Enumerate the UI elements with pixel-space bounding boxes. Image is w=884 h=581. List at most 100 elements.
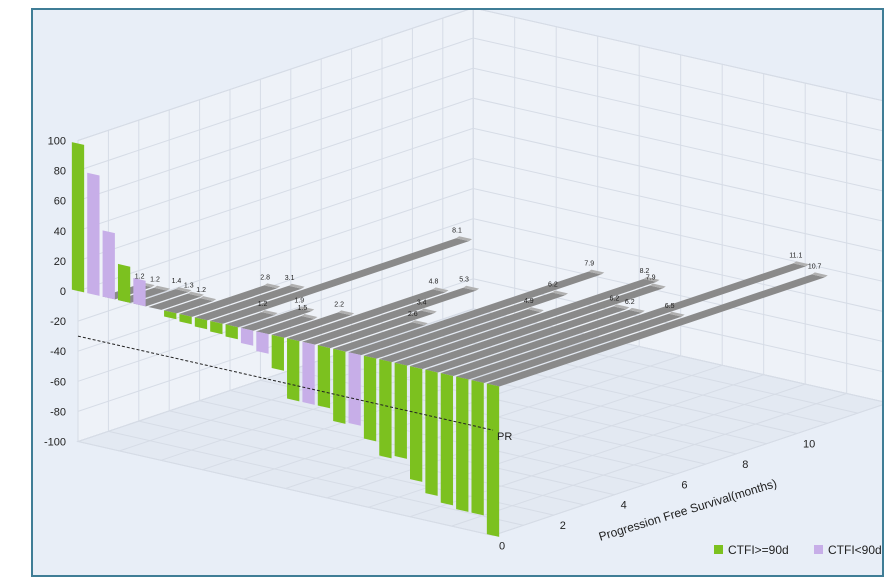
- response-bar: [287, 338, 300, 402]
- response-bar: [471, 380, 484, 516]
- pfs-bar-cap: [175, 287, 192, 293]
- pfs-bar: [271, 312, 352, 338]
- pfs-bar-cap: [298, 306, 315, 312]
- pfs-bar: [394, 279, 657, 366]
- grid-line: [409, 83, 806, 518]
- response-bar: [256, 331, 269, 354]
- pfs-bar: [225, 312, 275, 328]
- pfs-tick-label: 10: [803, 439, 815, 451]
- pfs-bar-cap: [187, 291, 204, 297]
- pfs-tick-label: 2: [560, 520, 566, 532]
- z-tick-label: 80: [54, 166, 66, 178]
- grid-line: [368, 73, 765, 508]
- pfs-bar: [363, 292, 565, 359]
- response-bar: [486, 383, 500, 537]
- response-bar: [133, 277, 146, 307]
- legend-swatch-ctfi-lt-90d: [814, 545, 823, 554]
- response-bar: [194, 317, 208, 330]
- grid-line: [451, 92, 848, 527]
- pfs-bar-cap: [154, 285, 171, 291]
- response-bar: [271, 334, 284, 371]
- z-tick-label: 0: [60, 286, 66, 298]
- z-tick-label: 100: [48, 136, 66, 148]
- pfs-bar-cap: [261, 310, 278, 316]
- pfs-bar: [194, 285, 302, 321]
- legend-label-ctfi-ge-90d: CTFI>=90d: [728, 543, 789, 557]
- legend-label-ctfi-lt-90d: CTFI<90d: [828, 543, 882, 557]
- pfs-bar-cap: [811, 272, 828, 278]
- z-tick-label: 60: [54, 196, 66, 208]
- z-tick-label: -20: [50, 316, 66, 328]
- response-bar: [410, 366, 423, 482]
- pfs-bar: [425, 306, 627, 373]
- pfs-data-label: 1.4: [172, 278, 182, 285]
- response-bar: [179, 313, 192, 325]
- pfs-data-label: 2.8: [260, 274, 270, 281]
- response-bar: [71, 142, 85, 293]
- pfs-bar: [348, 271, 602, 356]
- pfs-bar: [455, 263, 807, 380]
- pfs-bar: [148, 293, 201, 310]
- response-bar: [240, 327, 254, 346]
- response-bar: [363, 355, 377, 442]
- pfs-bar-cap: [613, 304, 630, 310]
- pfs-tick-label: 0: [499, 541, 505, 553]
- pfs-data-label: 10.7: [808, 263, 822, 270]
- pfs-bar-cap: [338, 310, 355, 316]
- z-tick-label: -60: [50, 376, 66, 388]
- pfs-bar-cap: [628, 307, 645, 313]
- pfs-bar-cap: [552, 290, 568, 296]
- pfs-bar-cap: [649, 283, 666, 289]
- pfs-data-label: 3.4: [417, 300, 427, 307]
- pfs-data-label: 6.2: [625, 299, 635, 306]
- pfs-bar-cap: [288, 283, 305, 289]
- z-tick-label: 40: [54, 226, 66, 238]
- z-tick-label: -80: [50, 406, 66, 418]
- pfs-bar: [378, 309, 541, 363]
- pfs-data-label: 1.2: [135, 273, 145, 280]
- pr-threshold-line: [77, 335, 494, 431]
- waterfall-3d-chart: 10.76.511.16.26.27.98.24.96.27.92.63.45.…: [44, 10, 882, 557]
- pfs-bars: [102, 236, 828, 387]
- pfs-data-label: 7.9: [646, 275, 656, 282]
- pfs-bar-cap: [264, 283, 281, 289]
- response-bar: [102, 230, 115, 300]
- pfs-bar-cap: [301, 314, 318, 319]
- pfs-bar-cap: [432, 287, 449, 293]
- response-bar: [302, 341, 315, 405]
- response-bar: [210, 320, 223, 335]
- response-bars: [71, 142, 500, 537]
- z-axis-ticks: 100 80 60 40 20 0 -20 -40 -60 -80 -100: [44, 136, 66, 449]
- pfs-data-label: 8.1: [452, 227, 462, 234]
- response-bar: [394, 362, 407, 459]
- z-tick-label: -40: [50, 346, 66, 358]
- pfs-bar-cap: [527, 307, 544, 313]
- pfs-bar: [486, 274, 825, 387]
- pfs-bar: [255, 316, 315, 335]
- pfs-tick-label: 8: [742, 459, 748, 471]
- pfs-tick-label: 6: [681, 479, 687, 491]
- pfs-data-label: 6.5: [665, 303, 675, 310]
- legend: CTFI>=90d CTFI<90d: [714, 543, 882, 557]
- pfs-bar-cap: [643, 277, 660, 282]
- pfs-bar-cap: [456, 236, 473, 242]
- pfs-data-label: 3.1: [285, 275, 295, 282]
- pfs-bar-cap: [420, 308, 437, 314]
- pfs-axis-ticks: 0 2 4 6 8 10: [499, 439, 815, 553]
- pfs-bar: [209, 238, 470, 324]
- response-bar: [225, 324, 238, 340]
- pfs-bar: [409, 285, 663, 370]
- pfs-data-label: 7.9: [584, 261, 594, 268]
- pfs-data-label: 1.2: [258, 301, 268, 308]
- pfs-bar: [133, 289, 189, 307]
- response-bar: [379, 359, 392, 459]
- pfs-data-label: 1.2: [150, 277, 160, 284]
- response-bar: [333, 348, 346, 424]
- legend-swatch-ctfi-ge-90d: [714, 545, 723, 554]
- pfs-data-labels: 10.76.511.16.26.27.98.24.96.27.92.63.45.…: [135, 227, 822, 318]
- pfs-bar: [440, 309, 642, 377]
- pfs-data-label: 4.8: [429, 278, 439, 285]
- response-bar: [425, 369, 438, 496]
- pfs-data-label: 2.2: [334, 301, 344, 308]
- pfs-bar-cap: [588, 269, 605, 275]
